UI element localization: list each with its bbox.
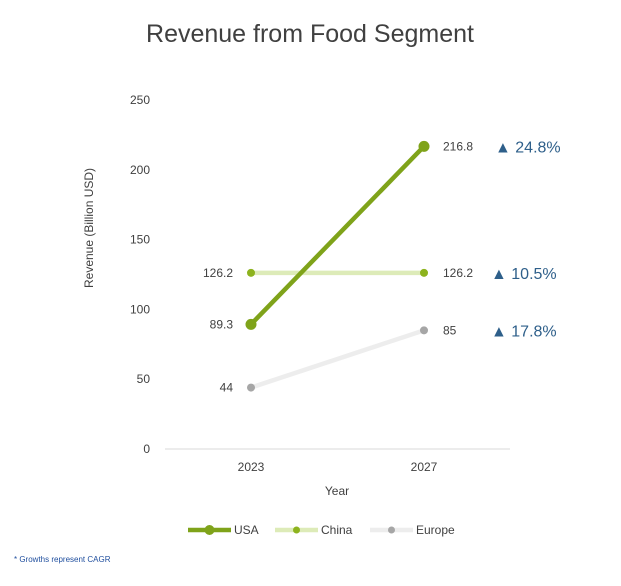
- legend-marker-europe: [388, 526, 395, 534]
- y-axis-ticks: 0 50 100 150 200 250: [130, 93, 150, 456]
- data-point-usa: [245, 318, 257, 330]
- legend-marker-china: [293, 526, 300, 534]
- series-layer: [245, 140, 430, 392]
- x-tick-label: 2023: [238, 460, 265, 474]
- growth-annotation: ▲ 24.8%: [495, 139, 561, 156]
- x-axis-ticks: 2023 2027: [238, 460, 438, 474]
- data-point-europe: [247, 383, 255, 392]
- chart-title: Revenue from Food Segment: [146, 20, 474, 48]
- data-point-china: [420, 268, 428, 277]
- legend-marker-usa: [204, 525, 215, 535]
- growth-annotation: ▲ 10.5%: [491, 266, 557, 283]
- data-label: 126.2: [443, 266, 473, 280]
- y-tick-label: 250: [130, 93, 150, 107]
- x-axis-label: Year: [325, 484, 349, 498]
- data-label: 89.3: [210, 317, 234, 331]
- legend-label: Europe: [416, 523, 455, 537]
- legend: USA China Europe: [188, 523, 455, 537]
- data-label: 85: [443, 323, 457, 337]
- data-point-usa: [418, 140, 430, 152]
- legend-label: USA: [234, 523, 259, 537]
- series-line-usa: [248, 144, 427, 327]
- growth-annotations: ▲ 24.8% ▲ 10.5% ▲ 17.8%: [491, 139, 561, 340]
- data-labels: 89.3 216.8 126.2 126.2 44 85: [203, 139, 473, 394]
- data-label: 216.8: [443, 139, 473, 153]
- y-tick-label: 100: [130, 302, 150, 316]
- data-label: 44: [220, 381, 234, 395]
- series-line-europe: [248, 328, 427, 390]
- legend-label: China: [321, 523, 353, 537]
- y-tick-label: 0: [143, 442, 150, 456]
- y-tick-label: 50: [137, 372, 151, 386]
- y-tick-label: 200: [130, 163, 150, 177]
- y-tick-label: 150: [130, 233, 150, 247]
- x-tick-label: 2027: [411, 460, 438, 474]
- data-point-europe: [420, 326, 428, 335]
- footnote: * Growths represent CAGR: [14, 555, 111, 564]
- data-label: 126.2: [203, 266, 233, 280]
- data-point-china: [247, 268, 255, 277]
- y-axis-label: Revenue (Billion USD): [82, 168, 96, 288]
- growth-annotation: ▲ 17.8%: [491, 323, 557, 340]
